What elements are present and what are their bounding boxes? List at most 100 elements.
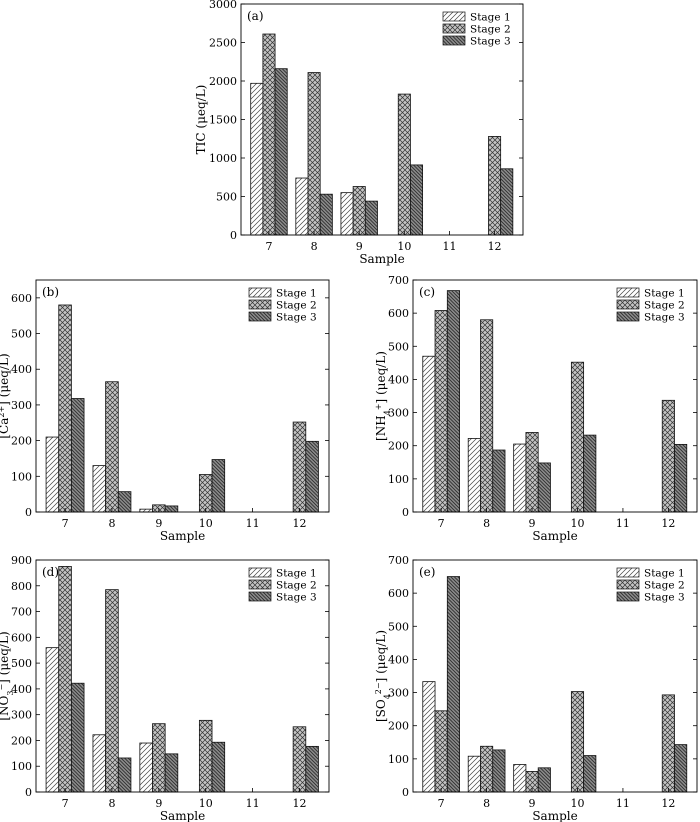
bar-stage1-sample-7	[45, 436, 60, 513]
bar-stage3-sample-7	[446, 290, 460, 513]
bar-stage2-sample-9	[352, 186, 366, 236]
bar-stage3-sample-8	[492, 449, 506, 513]
bar-stage3-sample-12	[674, 443, 688, 513]
plot-frame	[35, 279, 330, 513]
x-tick-label: 12	[292, 797, 306, 810]
x-tick-label: 9	[155, 797, 162, 810]
x-tick-label: 7	[62, 517, 69, 530]
y-tick-label: 0	[25, 506, 32, 519]
x-tick-label: 7	[438, 797, 445, 810]
y-tick-label: 200	[11, 435, 32, 448]
panel-label: (d)	[42, 565, 59, 579]
legend-swatch	[616, 591, 640, 602]
bar-stage3-sample-12	[674, 744, 688, 793]
x-tick-label: 12	[661, 797, 675, 810]
plot-frame	[412, 279, 698, 513]
bar-stage2-sample-7	[262, 33, 276, 236]
bar-stage1-sample-8	[295, 177, 309, 236]
bar-stage2-sample-8	[307, 72, 321, 236]
y-tick-label: 400	[388, 653, 409, 666]
legend-entry-label: Stage 1	[276, 288, 317, 300]
panel-label: (e)	[419, 565, 435, 579]
bar-stage1-sample-9	[340, 192, 354, 236]
x-tick-label: 11	[246, 797, 260, 810]
legend-swatch	[248, 311, 272, 322]
panel-label: (c)	[419, 285, 435, 299]
legend-swatch	[248, 567, 272, 578]
bar-stage3-sample-9	[164, 753, 179, 793]
legend-swatch	[616, 299, 640, 310]
bar-stage1-sample-8	[92, 734, 107, 793]
y-tick-label: 800	[11, 580, 32, 593]
y-tick-label: 600	[11, 292, 32, 305]
x-tick-label: 11	[616, 517, 630, 530]
bar-stage2-sample-10	[198, 719, 213, 793]
x-tick-label: 7	[438, 517, 445, 530]
x-tick-label: 11	[246, 517, 260, 530]
y-tick-label: 700	[11, 606, 32, 619]
y-axis-label: [NH4+] (μeq/L)	[374, 351, 392, 441]
bar-stage1-sample-8	[467, 755, 481, 793]
y-tick-label: 700	[388, 554, 409, 567]
x-tick-label: 12	[488, 240, 502, 253]
bar-stage2-sample-10	[570, 361, 585, 513]
bar-stage2-sample-10	[397, 93, 411, 236]
x-axis-label: Sample	[532, 529, 577, 543]
y-tick-label: 400	[11, 363, 32, 376]
x-tick-label: 12	[292, 517, 306, 530]
y-tick-label: 500	[216, 191, 237, 204]
bar-stage3-sample-12	[305, 745, 319, 793]
y-axis-label: TIC (μeq/L)	[194, 85, 208, 155]
panel-label: (b)	[42, 285, 59, 299]
bar-stage3-sample-9	[164, 505, 179, 513]
bar-stage2-sample-8	[480, 745, 494, 793]
y-tick-label: 500	[388, 620, 409, 633]
legend-entry-label: Stage 2	[276, 300, 317, 312]
legend-swatch	[442, 35, 466, 46]
legend-entry-label: Stage 3	[470, 36, 511, 48]
y-tick-label: 500	[11, 328, 32, 341]
y-tick-label: 400	[388, 373, 409, 386]
legend-entry-label: Stage 3	[276, 312, 317, 324]
x-tick-label: 8	[108, 517, 115, 530]
y-tick-label: 0	[25, 786, 32, 799]
bar-stage1-sample-7	[422, 355, 436, 513]
bar-stage2-sample-9	[525, 432, 539, 513]
bar-stage3-sample-7	[70, 682, 85, 793]
bar-stage3-sample-10	[211, 741, 226, 793]
y-tick-label: 0	[402, 786, 409, 799]
bar-stage1-sample-9	[513, 443, 527, 513]
y-tick-label: 300	[388, 687, 409, 700]
bar-stage2-sample-7	[434, 310, 448, 513]
y-tick-label: 500	[388, 340, 409, 353]
plot-frame	[35, 559, 330, 793]
bar-stage2-sample-8	[105, 589, 119, 793]
legend-entry-label: Stage 1	[470, 12, 511, 24]
bar-stage3-sample-8	[319, 193, 333, 236]
x-tick-label: 12	[661, 517, 675, 530]
x-axis-label: Sample	[160, 529, 205, 543]
legend-swatch	[616, 311, 640, 322]
x-tick-label: 9	[356, 240, 363, 253]
legend-swatch	[248, 591, 272, 602]
legend-entry-label: Stage 1	[644, 288, 685, 300]
legend-swatch	[248, 287, 272, 298]
bar-stage3-sample-8	[117, 491, 132, 513]
x-tick-label: 10	[199, 797, 213, 810]
y-tick-label: 100	[388, 753, 409, 766]
x-tick-label: 8	[483, 517, 490, 530]
bar-stage2-sample-12	[292, 421, 307, 513]
bar-stage3-sample-7	[446, 576, 460, 793]
bar-stage2-sample-12	[292, 726, 307, 793]
y-tick-label: 900	[11, 554, 32, 567]
bar-stage3-sample-9	[364, 200, 378, 236]
bar-stage2-sample-12	[661, 399, 675, 513]
y-tick-label: 200	[11, 734, 32, 747]
y-tick-label: 300	[388, 407, 409, 420]
y-tick-label: 300	[11, 709, 32, 722]
x-axis-label: Sample	[359, 252, 404, 266]
bar-stage1-sample-7	[422, 681, 436, 793]
